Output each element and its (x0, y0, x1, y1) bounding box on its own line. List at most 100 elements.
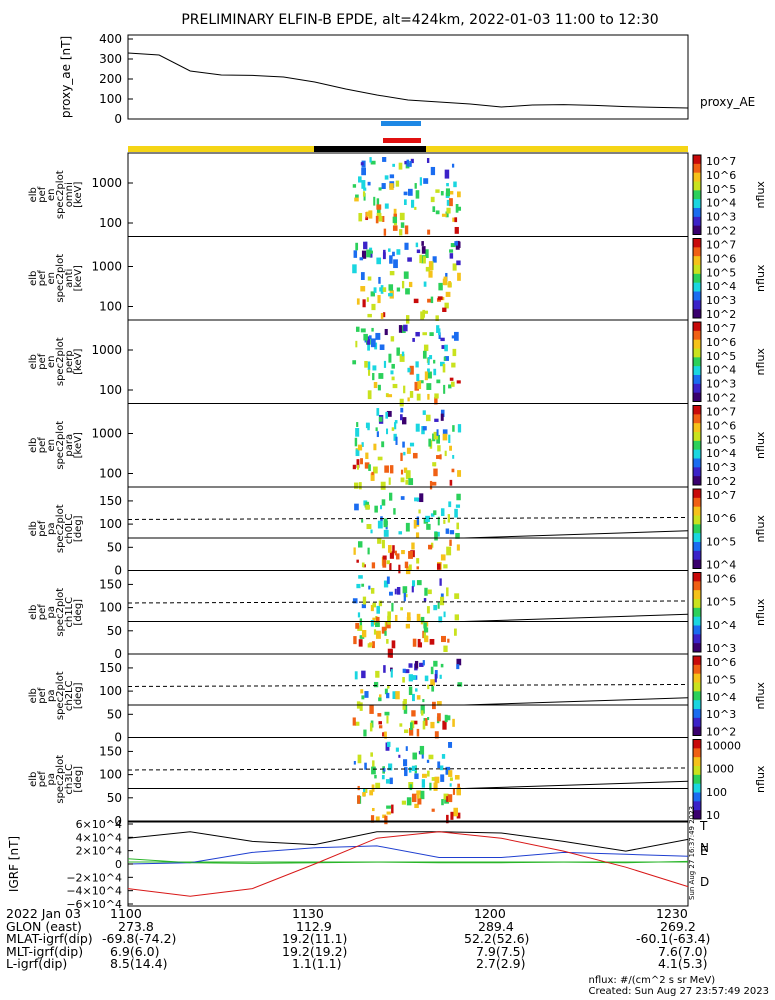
colorbar-segment (693, 339, 701, 349)
panel-ylabel-line: spec2plot (55, 254, 66, 303)
colorbar-segment (693, 467, 701, 477)
spectrogram-cell (443, 611, 446, 618)
panel-ylabel-line: pef (37, 353, 48, 370)
spectrogram-cell (403, 191, 408, 196)
spectrogram-cell (376, 408, 380, 416)
spectrogram-cell (443, 519, 446, 524)
spectrogram-cell (365, 504, 370, 510)
colorbar-segment (693, 476, 701, 486)
spectrogram-panels: 1000100elbpefenspec2plotomni[keV]10^710^… (28, 152, 767, 828)
panel-ytick-label: 1000 (91, 343, 122, 357)
spectrogram-cell (436, 455, 441, 459)
colorbar-tick: 10^2 (706, 726, 736, 739)
spectrogram-cell (382, 559, 387, 568)
spectrogram-cell (452, 425, 455, 432)
pa-sloped-line (463, 697, 689, 706)
spectrogram-cell (412, 580, 416, 587)
colorbar-label: nflux (754, 765, 767, 793)
colorbar-label: nflux (754, 515, 767, 543)
stats-label: MLAT-igrf(dip) (6, 931, 93, 946)
spectrogram-cell (371, 562, 376, 569)
colorbar-segment (693, 643, 701, 653)
spectrogram-cell (400, 496, 405, 500)
spectrogram-cell (433, 468, 438, 477)
spectrogram-cell (409, 365, 414, 375)
panel-ylabel-line: [keV] (73, 265, 84, 291)
spectrogram-cell (390, 370, 394, 375)
spectrogram-cell (441, 754, 446, 759)
panel-ylabel-line: elb (28, 521, 39, 536)
panel-ytick-label: 0 (114, 814, 122, 828)
spectrogram-cell (370, 160, 376, 165)
spectrogram-cell (382, 215, 385, 222)
spectrogram-cell (446, 715, 451, 721)
spectrogram-cell (380, 285, 384, 294)
spectrogram-cell (408, 564, 412, 571)
spectrogram-cell (358, 482, 362, 490)
spectrogram-cell (419, 745, 425, 755)
spectrogram-cell (455, 204, 459, 213)
spectrogram-cell (437, 713, 441, 722)
spectrogram-cell (403, 451, 406, 456)
spectrogram-cell (442, 433, 448, 441)
spectrogram-cell (448, 281, 452, 288)
spectrogram-cell (393, 259, 398, 269)
colorbar-segment (693, 616, 701, 626)
spectrogram-cell (426, 523, 431, 530)
spectrogram-cell (403, 467, 408, 473)
spectrogram-cell (412, 720, 418, 725)
colorbar-segment (693, 330, 701, 341)
spectrogram-cell (384, 630, 387, 636)
spectrogram-cell (428, 270, 433, 278)
spectrogram-cell (392, 216, 398, 224)
spectrogram-cell (438, 332, 441, 340)
spectrogram-cell (382, 555, 387, 560)
spectrogram-cell (369, 790, 374, 796)
colorbar-segment (693, 458, 701, 468)
spectrogram-cell (361, 180, 366, 189)
stats-value: -60.1(-63.4) (636, 931, 711, 946)
colorbar-tick: 10^4 (706, 559, 736, 572)
spectrogram-cell (390, 336, 395, 342)
spectrogram-cell (383, 360, 387, 368)
spectrogram-cell (370, 587, 375, 594)
spectrogram-cell (363, 241, 368, 250)
spectrogram-cell (433, 359, 436, 364)
spectrogram-cell (386, 741, 391, 747)
spectrogram-cell (434, 418, 439, 422)
colorbar-tick: 10^4 (706, 364, 736, 377)
spectrogram-cell (382, 768, 386, 772)
colorbar-segment (693, 282, 701, 292)
spectrogram-cell (359, 702, 363, 711)
spectrogram-cell (454, 593, 460, 599)
colorbar-segment (693, 792, 701, 802)
spectrogram-cell (447, 514, 451, 523)
panel-ylabel-line: ch3LC (64, 764, 75, 795)
stats-row-mlt: MLT-igrf(dip) 6.9(6.0) 19.2(19.2) 7.9(7.… (6, 945, 770, 959)
spectrogram-cell (387, 611, 391, 619)
spectrogram-cell (405, 288, 410, 295)
spectrogram-cell (416, 516, 420, 525)
spectrogram-cell (371, 766, 376, 775)
spectrogram-cell (369, 722, 373, 732)
spectrogram-cell (363, 193, 366, 201)
spectrogram-cell (355, 449, 360, 457)
spectrogram-cell (378, 697, 382, 702)
panel-ytick-label: 50 (107, 540, 122, 554)
spectrogram-cell (450, 811, 454, 820)
spectrogram-cell (371, 807, 375, 812)
spectrogram-cell (425, 414, 431, 422)
spectrogram-cell (361, 629, 367, 638)
spectrogram-cell (446, 814, 449, 824)
igrf-line-N (127, 845, 689, 865)
spectrogram-cell (366, 524, 372, 530)
spectrogram-cell (453, 628, 457, 636)
spectrogram-cell (363, 333, 368, 341)
spectrogram-cell (355, 428, 360, 437)
spectrogram-cell (367, 181, 371, 186)
spectrogram-cell (401, 550, 405, 555)
colorbar-segment (693, 656, 701, 666)
spectrogram-cell (374, 622, 380, 628)
